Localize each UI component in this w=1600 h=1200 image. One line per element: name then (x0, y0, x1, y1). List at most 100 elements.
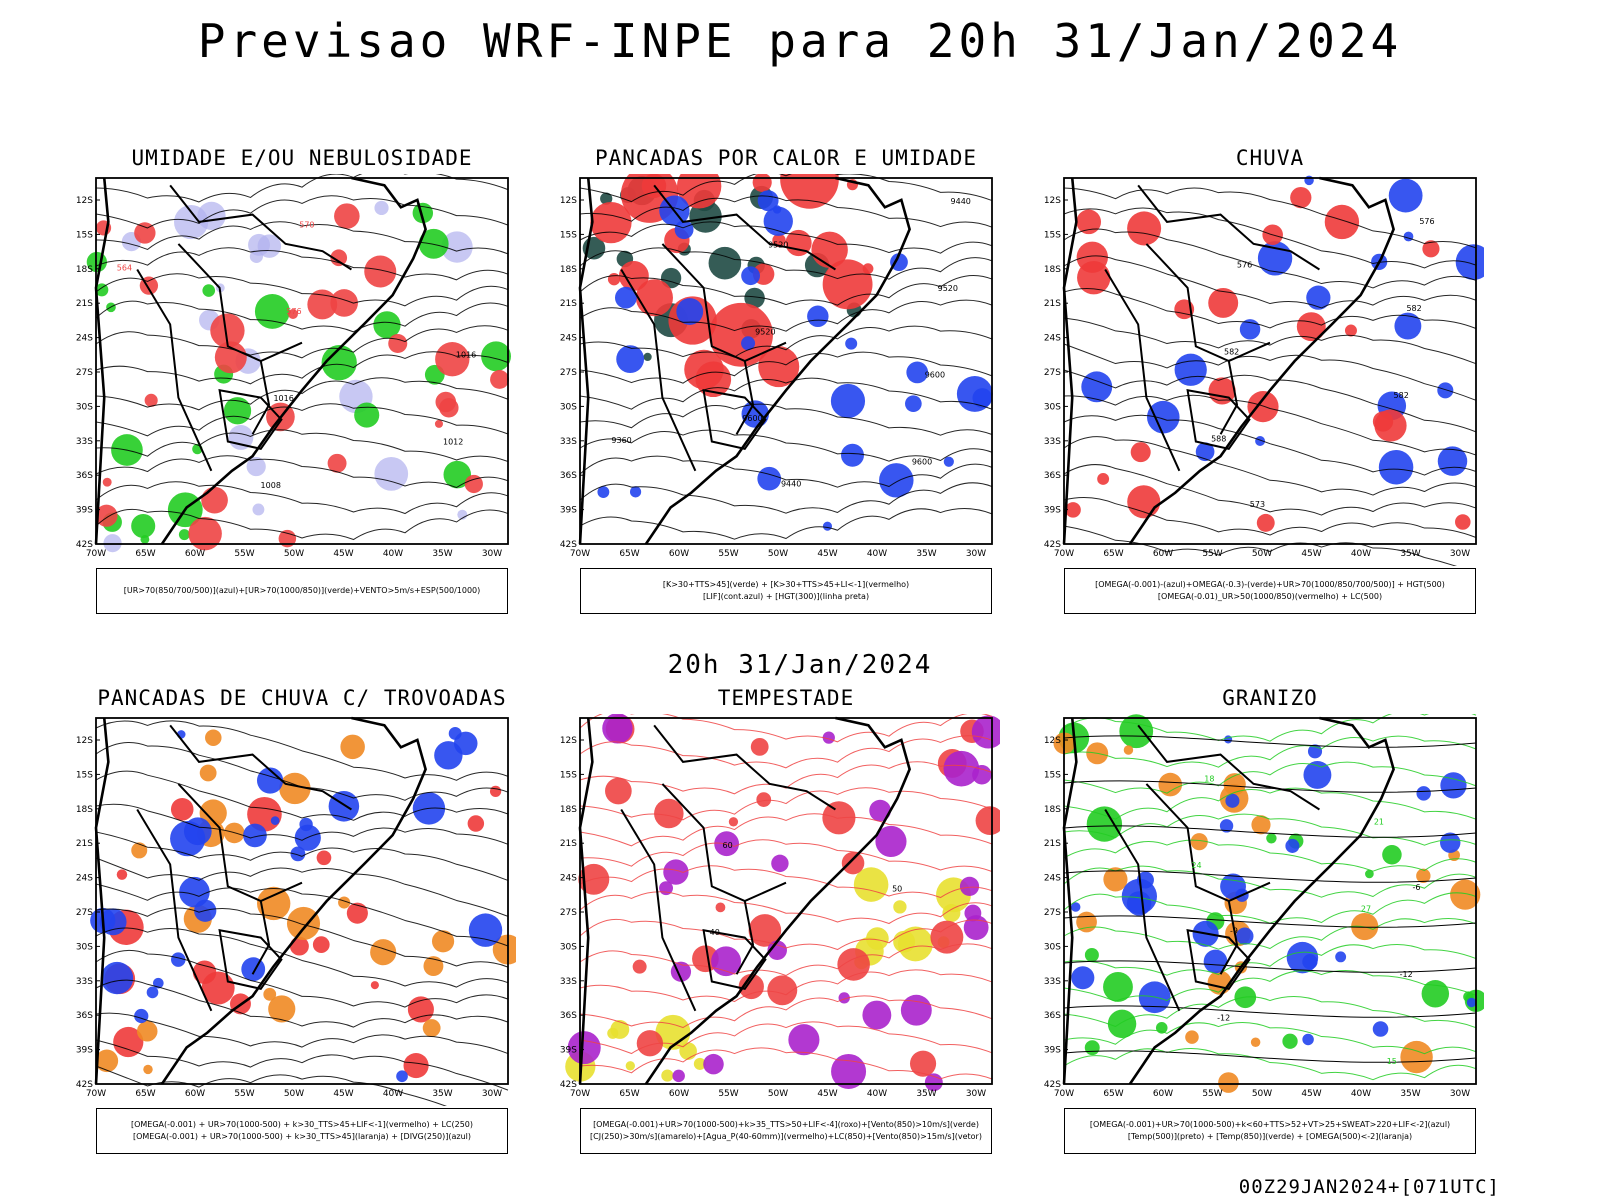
lon-label: 55W (718, 549, 738, 559)
field-k-30-tts-45-li-1 (785, 229, 812, 257)
field-omega-0-01-ur-50 (1208, 287, 1239, 318)
lon-label: 50W (768, 1089, 788, 1099)
field-agua-p-40-60mm (654, 798, 684, 829)
field-omega-0-001 (1455, 244, 1484, 280)
lat-label: 15S (76, 770, 93, 780)
field-omega-0-001 (1394, 312, 1422, 340)
lat-label: 24S (76, 334, 93, 344)
contour-label: 570 (299, 220, 314, 229)
lat-label: 30S (1044, 402, 1061, 412)
field-divg-250 (468, 913, 503, 947)
lat-label: 21S (76, 839, 93, 849)
lat-label: 21S (560, 299, 577, 309)
lat-label: 30S (560, 942, 577, 952)
contour-label: 582 (1406, 304, 1421, 313)
lat-label: 39S (560, 506, 577, 516)
map-legend: [OMEGA(-0.001) + UR>70(1000-500) + k>30_… (96, 1108, 508, 1154)
field-omega-500-2 (1158, 772, 1183, 797)
field-ur-70-1000-850 (443, 460, 472, 489)
contour-label: 40 (710, 928, 720, 937)
contour-label: -12 (1217, 1013, 1230, 1022)
field-lif (840, 443, 864, 467)
lon-label: 65W (135, 549, 155, 559)
field-divg-250 (146, 986, 159, 999)
map-legend: [K>30+TTS>45](verde) + [K>30+TTS>45+LI<-… (580, 568, 992, 614)
field-k-35-tts-50-lif-4 (943, 750, 980, 787)
lon-label: 55W (234, 1089, 254, 1099)
page-title: Previsao WRF-INPE para 20h 31/Jan/2024 (197, 14, 1403, 68)
lat-label: 33S (76, 437, 93, 447)
field-omega-0-001 (1306, 285, 1331, 310)
field-temp-850 (1421, 980, 1450, 1008)
contour-label: 9600 (925, 371, 945, 380)
field-k-35-tts-50-lif-4 (822, 731, 835, 744)
contour-label: 576 (1419, 217, 1434, 226)
weather-map: 40 50 60 12S 15S 18S 21S 24S 27S 30S 33S 36S 39S 42S7… (536, 714, 1000, 1106)
map-panel-5: TEMPESTADE 40 50 60 12S 15S 18S 21S 24S 27S 30S 33S… (536, 686, 1000, 1156)
field-agua-p-40-60mm (748, 914, 782, 947)
field-ur-70-850-700-500 (374, 200, 389, 216)
field-esp-500-1000 (490, 369, 510, 389)
field-k-30-tts-45-li-1 (635, 279, 673, 317)
field-granizo (1303, 761, 1332, 789)
field-cj-250-30m-s (898, 926, 933, 962)
field-k-30-tts-45 (423, 956, 444, 976)
map-legend: [OMEGA(-0.001)+UR>70(1000-500)+k>35_TTS>… (580, 1108, 992, 1154)
lat-label: 24S (560, 334, 577, 344)
field-k-30-tts-45 (600, 192, 613, 205)
contour-label: 21 (1374, 818, 1384, 827)
lat-label: 36S (560, 471, 577, 481)
lat-label: 21S (560, 839, 577, 849)
field-granizo (1070, 902, 1081, 912)
contour-label: 576 (1237, 261, 1252, 270)
field-ur-70-1000-850 (131, 513, 156, 539)
lon-label: 70W (86, 549, 106, 559)
field-k-35-tts-50-lif-4 (838, 992, 850, 1004)
field-lif (822, 521, 833, 531)
field-omega-0-01-ur-50 (1065, 502, 1081, 518)
field-agua-p-40-60mm (738, 973, 764, 1000)
legend-line: [LIF](cont.azul) + [HGT(300)](linha pret… (702, 592, 870, 601)
field-k-35-tts-50-lif-4 (672, 1069, 685, 1083)
lon-label: 40W (1351, 549, 1371, 559)
lat-label: 15S (1044, 230, 1061, 240)
field-lif (890, 253, 908, 272)
field-lif (629, 486, 642, 498)
field-esp-500-1000 (214, 341, 247, 374)
field-omega-500-2 (1250, 1037, 1261, 1048)
field-k-35-tts-50-lif-4 (900, 994, 932, 1026)
lat-label: 18S (560, 805, 577, 815)
field-divg-250 (171, 952, 186, 967)
weather-map: 1008 1012 1016 1016 576 564 570 12S 15S 18S 21S 24S… (52, 174, 516, 566)
field-k-35-tts-50-lif-4 (703, 1053, 724, 1075)
field-temp-850 (1084, 1040, 1100, 1056)
lat-label: 27S (76, 368, 93, 378)
field-omega-0-01-ur-50 (1256, 513, 1275, 532)
field-ur-70-1000-850 (354, 402, 380, 428)
field-agua-p-40-60mm (632, 959, 647, 974)
field-k-30-tts-45-lif-1 (467, 815, 485, 832)
field-k-30-tts-45-li-1 (709, 302, 773, 367)
lat-label: 33S (560, 437, 577, 447)
field-k-30-tts-45 (205, 729, 222, 746)
field-granizo (1126, 891, 1152, 916)
field-granizo (1466, 997, 1477, 1008)
field-granizo (1219, 819, 1234, 833)
lon-label: 45W (817, 549, 837, 559)
field-divg-250 (328, 790, 360, 822)
lat-label: 15S (560, 230, 577, 240)
lat-label: 21S (76, 299, 93, 309)
field-k-30-tts-45 (131, 842, 148, 859)
field-lif (616, 345, 645, 374)
field-k-35-tts-50-lif-4 (862, 1000, 892, 1030)
lon-label: 40W (383, 1089, 403, 1099)
contour-label: 15 (1387, 1057, 1397, 1066)
field-esp-500-1000 (134, 222, 156, 244)
panel-title: TEMPESTADE (717, 686, 855, 710)
lat-label: 33S (560, 977, 577, 987)
lon-label: 55W (234, 549, 254, 559)
field-temp-850 (1282, 1033, 1298, 1049)
field-k-30-tts-45-li-1 (811, 231, 848, 269)
lat-label: 39S (76, 1046, 93, 1056)
